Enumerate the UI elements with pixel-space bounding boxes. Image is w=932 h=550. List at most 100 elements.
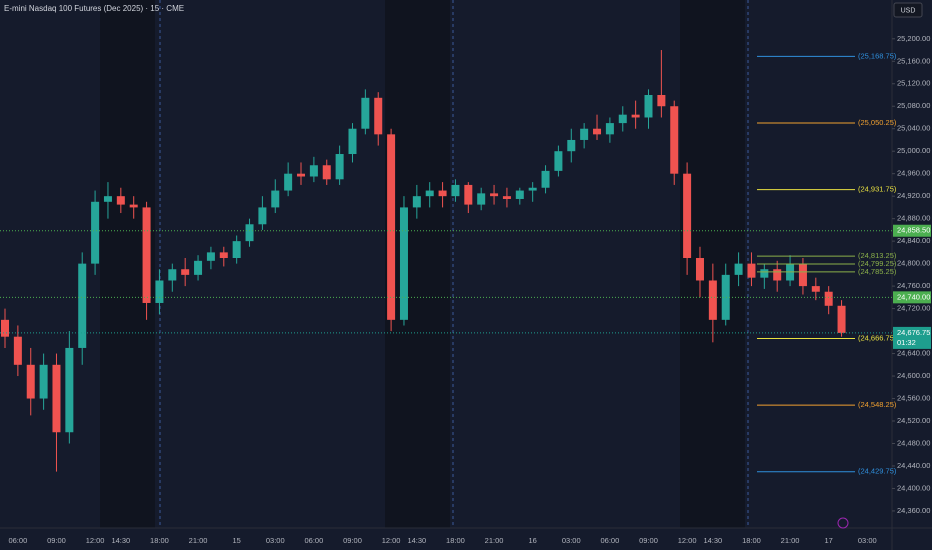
- x-tick-label: 21:00: [189, 536, 208, 545]
- last-price-label: 24,676.75: [897, 328, 930, 337]
- candle-body: [528, 187, 537, 191]
- level-label: (24,666.75): [858, 334, 897, 343]
- candle-body: [747, 263, 756, 278]
- x-tick-label: 06:00: [304, 536, 323, 545]
- candle-body: [631, 114, 640, 118]
- level-label: (24,785.25): [858, 267, 897, 276]
- candle-body: [297, 173, 306, 177]
- currency[interactable]: USD: [901, 7, 916, 14]
- x-tick-label: 03:00: [562, 536, 581, 545]
- x-tick-label: 09:00: [343, 536, 362, 545]
- level-label: (25,050.25): [858, 118, 897, 127]
- y-tick-label: 24,360.00: [897, 506, 930, 515]
- candle-body: [219, 252, 228, 259]
- x-tick-label: 14:30: [703, 536, 722, 545]
- y-tick-label: 24,720.00: [897, 304, 930, 313]
- y-tick-label: 24,880.00: [897, 214, 930, 223]
- candle-body: [206, 252, 215, 261]
- y-tick-label: 25,160.00: [897, 56, 930, 65]
- level-label: (24,429.75): [858, 467, 897, 476]
- y-tick-label: 25,200.00: [897, 34, 930, 43]
- candle-body: [13, 336, 22, 365]
- marker-label: 24,858.50: [897, 226, 930, 235]
- level-label: (25,168.75): [858, 51, 897, 60]
- candle-body: [567, 139, 576, 152]
- candle-body: [618, 114, 627, 124]
- candle-body: [387, 134, 396, 320]
- x-tick-label: 06:00: [600, 536, 619, 545]
- candle-body: [322, 165, 331, 180]
- level-label: (24,548.25): [858, 400, 897, 409]
- y-tick-label: 24,480.00: [897, 438, 930, 447]
- x-tick-label: 21:00: [485, 536, 504, 545]
- candle-body: [103, 196, 112, 202]
- x-tick-label: 15: [232, 536, 240, 545]
- candle-body: [708, 280, 717, 320]
- x-tick-label: 14:30: [407, 536, 426, 545]
- candle-body: [798, 263, 807, 287]
- candle-body: [26, 364, 35, 399]
- alert-icon[interactable]: [837, 517, 849, 529]
- x-tick-label: 18:00: [446, 536, 465, 545]
- currency-box[interactable]: [893, 2, 923, 18]
- candle-body: [773, 269, 782, 281]
- candle-body: [65, 347, 74, 433]
- candle-body: [271, 190, 280, 208]
- candle-body: [348, 128, 357, 155]
- candle-body: [284, 173, 293, 191]
- x-tick-label: 03:00: [266, 536, 285, 545]
- candle-body: [335, 154, 344, 180]
- candle-body: [477, 193, 486, 205]
- marker-box: [893, 291, 931, 304]
- candle-body: [683, 173, 692, 259]
- candle-body: [515, 190, 524, 199]
- candle-body: [734, 263, 743, 275]
- x-tick-label: 03:00: [858, 536, 877, 545]
- last-price-box: [893, 326, 931, 349]
- x-tick-label: 12:00: [382, 536, 401, 545]
- candle-body: [464, 184, 473, 205]
- candle-body: [824, 291, 833, 306]
- session-shade: [385, 0, 450, 528]
- candle-body: [670, 106, 679, 174]
- candle-body: [52, 364, 61, 433]
- candle-body: [438, 190, 447, 197]
- candle-body: [837, 305, 846, 333]
- x-tick-label: 09:00: [47, 536, 66, 545]
- candle-body: [116, 196, 125, 205]
- candle-body: [361, 97, 370, 129]
- x-tick-label: 12:00: [86, 536, 105, 545]
- level-label: (24,931.75): [858, 185, 897, 194]
- candle-body: [258, 207, 267, 225]
- x-tick-label: 18:00: [150, 536, 169, 545]
- y-tick-label: 24,560.00: [897, 394, 930, 403]
- candle-body: [232, 241, 241, 259]
- candle-body: [39, 364, 48, 399]
- candle-body: [129, 204, 138, 208]
- candle-body: [155, 280, 164, 303]
- candle-body: [194, 260, 203, 275]
- candle-body: [399, 207, 408, 320]
- x-tick-label: 09:00: [639, 536, 658, 545]
- candle-body: [541, 170, 550, 188]
- candle-body: [580, 128, 589, 140]
- candle-body: [760, 269, 769, 278]
- candle-body: [644, 94, 653, 118]
- x-tick-label: 14:30: [111, 536, 130, 545]
- level-label: (24,799.25): [858, 259, 897, 268]
- marker-box: [893, 224, 931, 237]
- y-tick-label: 24,760.00: [897, 281, 930, 290]
- candle-body: [181, 269, 190, 275]
- y-tick-label: 25,120.00: [897, 79, 930, 88]
- countdown: 01:32: [897, 338, 916, 347]
- y-tick-label: 24,520.00: [897, 416, 930, 425]
- candle-body: [309, 165, 318, 177]
- candle-body: [1, 319, 9, 337]
- y-tick-label: 24,600.00: [897, 371, 930, 380]
- y-tick-label: 25,000.00: [897, 146, 930, 155]
- level-label: (24,813.25): [858, 251, 897, 260]
- candle-body: [502, 196, 511, 199]
- chart-title: E-mini Nasdaq 100 Futures (Dec 2025) · 1…: [4, 4, 184, 13]
- x-tick-label: 12:00: [678, 536, 697, 545]
